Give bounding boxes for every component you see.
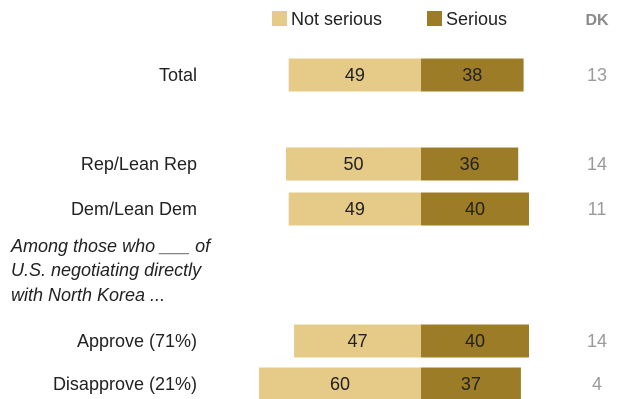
bar-not-serious: [259, 367, 421, 399]
value-label-dk: 13: [587, 65, 607, 85]
annotation-line-2: U.S. negotiating directly: [11, 260, 202, 280]
value-label-serious: 37: [461, 374, 481, 394]
bar-serious: [421, 192, 529, 226]
bar-not-serious: [294, 324, 421, 358]
legend: Not serious Serious DK: [272, 9, 609, 29]
value-label-not-serious: 49: [345, 65, 365, 85]
bar-serious: [421, 58, 524, 92]
legend-label-serious: Serious: [446, 9, 507, 29]
bar-not-serious: [288, 192, 421, 226]
dk-header: DK: [585, 12, 609, 29]
annotation-line-1: Among those who ___ of: [10, 236, 212, 256]
bar-serious: [421, 324, 529, 358]
row-label: Total: [159, 65, 197, 85]
value-label-serious: 36: [460, 154, 480, 174]
value-label-not-serious: 50: [343, 154, 363, 174]
bar-serious: [421, 147, 519, 181]
value-label-not-serious: 47: [348, 331, 368, 351]
row-label: Approve (71%): [77, 331, 197, 351]
value-label-dk: 4: [592, 374, 602, 394]
value-label-serious: 40: [465, 331, 485, 351]
value-label-dk: 14: [587, 154, 607, 174]
bar-not-serious: [288, 58, 421, 92]
bar-rows: Total 49 38 13 Rep/Lean Rep 50 36 14 Dem/Lean De…: [53, 58, 607, 399]
value-label-dk: 14: [587, 331, 607, 351]
value-label-serious: 40: [465, 199, 485, 219]
value-label-dk: 11: [588, 199, 607, 219]
legend-label-not-serious: Not serious: [291, 9, 382, 29]
legend-swatch-serious: [427, 11, 442, 26]
legend-swatch-not-serious: [272, 11, 287, 26]
bar-serious: [421, 367, 521, 399]
bar-not-serious: [286, 147, 421, 181]
annotation-line-3: with North Korea ...: [11, 285, 165, 305]
value-label-not-serious: 49: [345, 199, 365, 219]
value-label-not-serious: 60: [330, 374, 350, 394]
value-label-serious: 38: [462, 65, 482, 85]
row-label: Disapprove (21%): [53, 374, 197, 394]
annotation: Among those who ___ of U.S. negotiating …: [10, 236, 212, 305]
row-label: Rep/Lean Rep: [81, 154, 197, 174]
row-label: Dem/Lean Dem: [71, 199, 197, 219]
